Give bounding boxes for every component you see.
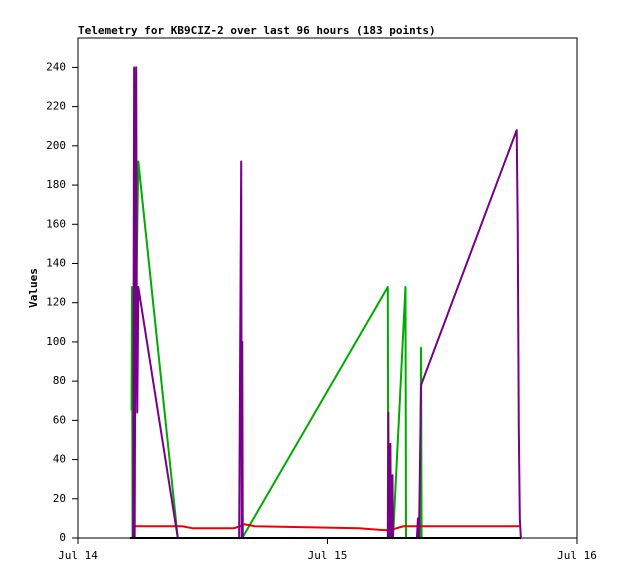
series-line <box>129 66 522 539</box>
chart-title: Telemetry for KB9CIZ-2 over last 96 hour… <box>78 24 436 37</box>
y-tick-label: 40 <box>53 453 66 466</box>
y-tick-label: 140 <box>46 256 66 269</box>
y-tick-label: 80 <box>53 374 66 387</box>
x-tick-label: Jul 14 <box>58 549 98 562</box>
plot-frame <box>77 37 578 539</box>
x-tick-label: Jul 16 <box>557 549 597 562</box>
y-tick-label: 200 <box>46 139 66 152</box>
y-tick-label: 0 <box>59 531 66 544</box>
y-tick-label: 220 <box>46 100 66 113</box>
y-tick-label: 60 <box>53 413 66 426</box>
y-tick-label: 180 <box>46 178 66 191</box>
y-tick-label: 20 <box>53 492 66 505</box>
y-axis-label: Values <box>27 268 40 308</box>
y-tick-label: 120 <box>46 296 66 309</box>
y-tick-label: 240 <box>46 60 66 73</box>
y-tick-label: 100 <box>46 335 66 348</box>
y-tick-label: 160 <box>46 217 66 230</box>
x-tick-label: Jul 15 <box>308 549 348 562</box>
